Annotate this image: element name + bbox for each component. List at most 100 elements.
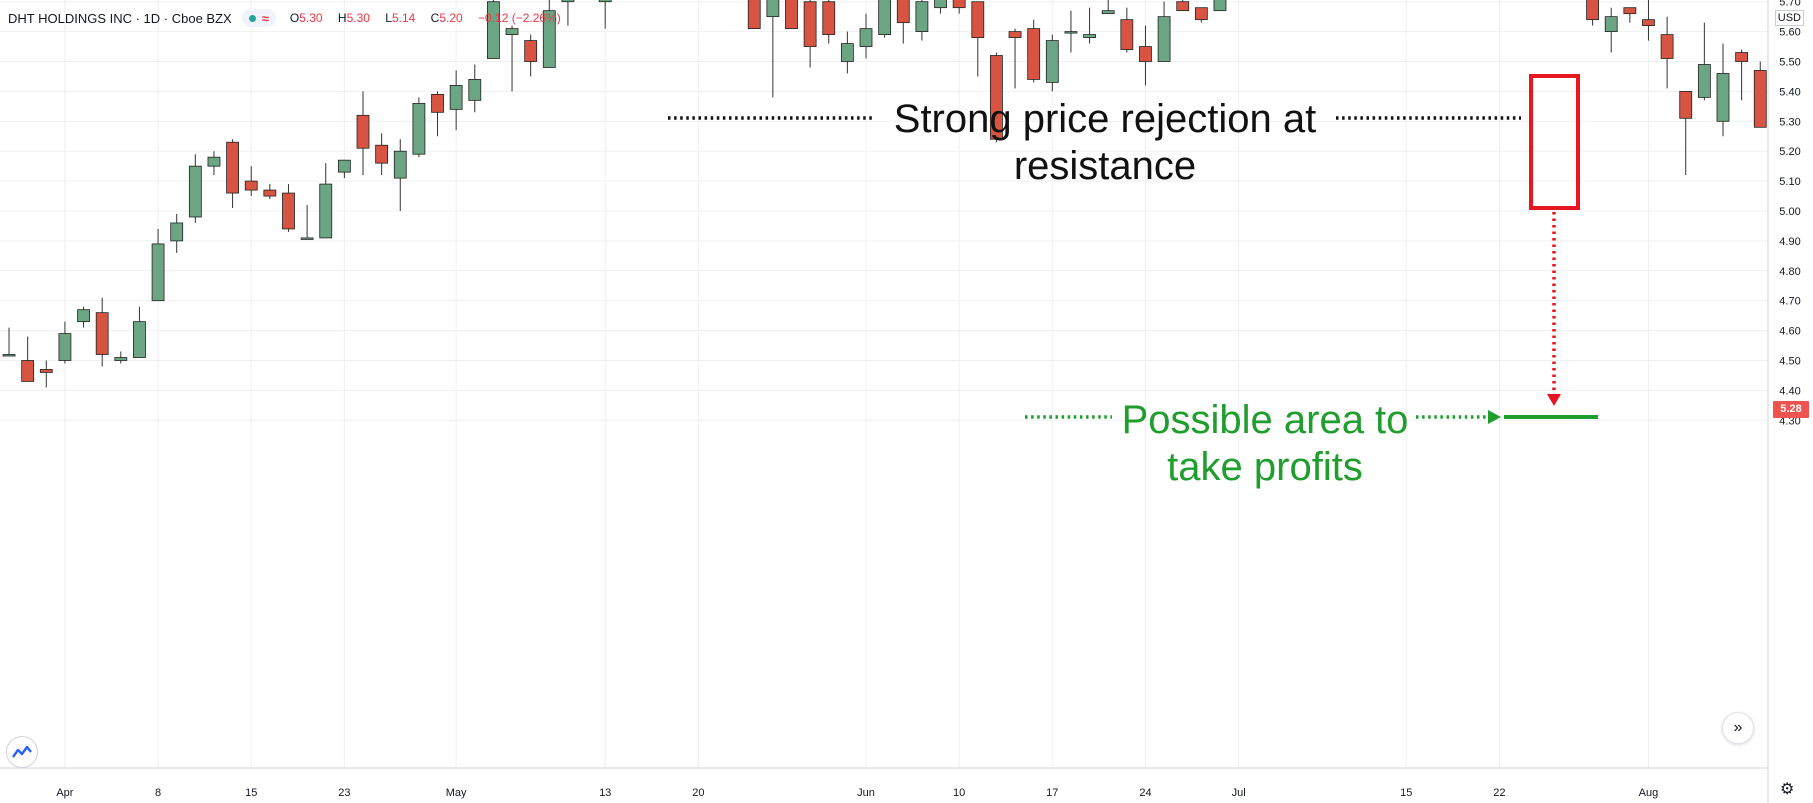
candle: [505, 25, 519, 92]
candle: [188, 154, 202, 223]
candle: [170, 213, 184, 253]
candle: [766, 0, 780, 98]
candle-body: [282, 192, 295, 230]
candle: [95, 297, 109, 367]
candle: [207, 151, 221, 176]
candle: [859, 13, 873, 59]
wave-icon: ≈: [261, 10, 269, 26]
price-tick-label: 5.70: [1779, 0, 1800, 9]
candle: [1623, 7, 1637, 23]
candle: [1008, 28, 1022, 89]
settings-button[interactable]: ⚙: [1780, 779, 1794, 799]
annotation-drawings: [668, 74, 1598, 424]
candle-body: [1120, 19, 1134, 50]
annotation-rejection-text[interactable]: Strong price rejection at resistance: [893, 97, 1317, 188]
price-tick-label: 4.40: [1779, 385, 1800, 397]
candle: [1586, 0, 1599, 26]
candle-body: [1008, 31, 1022, 38]
candle: [1027, 19, 1041, 83]
candle: [934, 0, 947, 14]
candle-body: [878, 0, 892, 35]
candle: [747, 0, 761, 30]
candle-body: [859, 28, 873, 47]
candle-body: [39, 369, 53, 373]
candle-body: [896, 0, 910, 24]
candle-body: [542, 10, 556, 68]
candle: [151, 228, 165, 302]
candle-body: [803, 1, 817, 47]
candle-body: [393, 150, 407, 179]
tradingview-logo-icon[interactable]: [6, 736, 38, 768]
candle-body: [1697, 64, 1711, 98]
candle: [1176, 0, 1190, 12]
candle-body: [412, 102, 426, 155]
candle: [300, 205, 314, 240]
price-tick-label: 5.50: [1779, 57, 1800, 69]
candle-body: [300, 237, 314, 240]
market-status-pill[interactable]: ≈: [241, 9, 276, 27]
candle-body: [1716, 73, 1730, 122]
candle: [803, 0, 817, 68]
date-tick-label: 10: [953, 787, 965, 799]
candle-body: [449, 85, 463, 110]
candle: [1660, 16, 1674, 89]
symbol-title[interactable]: DHT HOLDINGS INC · 1D · Cboe BZX: [8, 10, 232, 26]
low-value: 5.14: [391, 11, 416, 25]
date-tick-label: Aug: [1639, 787, 1659, 799]
ohlc-values: O5.30 H5.30 L5.14 C5.20 −0.12 (−2.26%): [289, 11, 561, 25]
time-axis[interactable]: Apr 8 15 23 May 13 20 Jun 10 17 24 Jul 15 22 Aug: [0, 767, 1768, 799]
candle-body: [971, 1, 985, 38]
candle: [356, 91, 370, 176]
price-tick-label: 5.00: [1779, 206, 1800, 218]
scroll-to-realtime-button[interactable]: »: [1722, 712, 1754, 744]
candle: [1045, 34, 1059, 92]
candle: [1120, 7, 1134, 53]
candle-body: [561, 0, 575, 3]
candle-body: [1660, 34, 1674, 59]
candle-body: [934, 0, 947, 9]
candle: [319, 163, 333, 239]
candle: [133, 306, 146, 358]
candle: [598, 0, 612, 29]
candle-body: [1753, 70, 1767, 128]
candle-body: [188, 165, 202, 218]
candle: [878, 0, 892, 38]
price-tick-label: 4.30: [1779, 415, 1800, 427]
candle: [561, 0, 575, 26]
candle: [952, 0, 966, 14]
candle: [263, 184, 277, 200]
candle: [58, 321, 72, 364]
candle: [1716, 43, 1730, 137]
price-tick-label: 4.70: [1779, 296, 1800, 308]
candle-body: [1027, 28, 1041, 80]
open-value: 5.30: [299, 11, 323, 25]
candle: [1642, 0, 1655, 41]
price-tick-label: 5.10: [1779, 176, 1800, 188]
currency-label[interactable]: USD: [1774, 10, 1804, 26]
date-tick-label: May: [446, 787, 467, 799]
date-tick-label: Apr: [56, 787, 73, 799]
candle-body: [337, 159, 351, 173]
candle: [431, 91, 444, 137]
candle: [1101, 0, 1115, 15]
market-open-dot-icon: [248, 14, 256, 22]
candle-body: [431, 93, 444, 113]
date-tick-label: 23: [338, 787, 350, 799]
candle-body: [1045, 40, 1059, 83]
date-tick-label: Jul: [1232, 787, 1246, 799]
candle-body: [95, 312, 109, 355]
price-tick-label: 4.80: [1779, 266, 1800, 278]
candle: [487, 0, 500, 59]
candle-body: [1735, 52, 1749, 62]
price-tick-label: 4.60: [1779, 326, 1800, 338]
price-tick-label: 5.30: [1779, 116, 1800, 128]
candle: [1157, 1, 1171, 62]
candle-body: [1101, 10, 1115, 15]
annotation-profit-text[interactable]: Possible area to take profits: [1121, 398, 1409, 489]
candle: [21, 336, 35, 382]
price-axis[interactable]: 4.30 4.40 4.50 4.60 4.70 4.80 4.90 5.00 5.10 5.20…: [1767, 0, 1801, 803]
candle: [337, 159, 351, 179]
candle: [1753, 61, 1767, 128]
date-tick-label: 24: [1139, 787, 1151, 799]
